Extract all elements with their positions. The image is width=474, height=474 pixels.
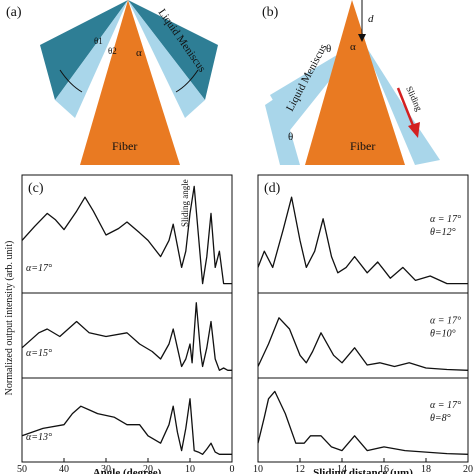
parameter-label: α=17° (26, 263, 52, 274)
plot-frame (21, 174, 233, 294)
angle-label: α (350, 41, 356, 53)
panel-label: (a) (6, 5, 22, 20)
arrow (175, 69, 199, 93)
parameter-label: θ=10° (430, 329, 456, 340)
meniscus-dark (128, 0, 218, 100)
meniscus-dark (40, 0, 128, 100)
diagram-a: (a) Liquid Meniscus Fiber θ1 θ2 α (6, 0, 218, 165)
plot-frame (257, 377, 469, 463)
meniscus-light (128, 0, 205, 118)
curve (21, 398, 232, 455)
x-tick-label: 16 (379, 464, 389, 474)
curve (257, 196, 468, 285)
sliding-arrow (396, 87, 416, 129)
parameter-label: θ=12° (430, 227, 456, 238)
curve (257, 317, 469, 371)
angle-label: θ (326, 43, 331, 55)
plot-frame (21, 377, 233, 463)
angle-label: θ2 (108, 46, 117, 56)
curve (21, 302, 232, 371)
angle-label: θ1 (94, 36, 103, 46)
x-tick-label: 12 (295, 464, 305, 474)
parameter-label: α = 17° (430, 214, 461, 225)
parameter-label: α = 17° (430, 400, 461, 411)
panel-label: (c) (28, 181, 44, 196)
meniscus-light (55, 0, 128, 118)
parameter-label: α = 17° (430, 316, 461, 327)
x-tick-label: 14 (337, 464, 347, 474)
parameter-label: θ=8° (430, 413, 451, 424)
x-axis-label: Angle (degree) (93, 467, 162, 474)
parameter-label: α=15° (26, 348, 52, 359)
angle-label: θ (288, 131, 293, 143)
x-tick-label: 10 (185, 464, 195, 474)
x-tick-label: 20 (143, 464, 153, 474)
fiber (305, 0, 405, 165)
curve (21, 185, 232, 285)
meniscus-light (362, 40, 440, 165)
angle-label: α (136, 47, 142, 59)
fiber-label: Fiber (112, 139, 137, 153)
x-tick-label: 50 (17, 464, 27, 474)
diagram-b: (b) d Liquid Meniscus θ α Sliding Fiber … (262, 0, 440, 165)
panel-label: (b) (262, 5, 279, 20)
x-tick-label: 40 (59, 464, 69, 474)
plot-frame (21, 292, 233, 379)
sliding-arrow-head (408, 122, 420, 138)
panel-label: (d) (264, 181, 281, 196)
fiber (80, 0, 180, 165)
fiber-label: Fiber (350, 139, 375, 153)
d-arrow-head (358, 34, 366, 42)
y-axis-label: Normalized output intensity (arb. unit) (4, 241, 15, 396)
x-tick-label: 0 (230, 464, 235, 474)
annotation: Sliding angle (180, 179, 190, 227)
x-tick-label: 30 (101, 464, 111, 474)
d-label: d (368, 13, 374, 25)
curve (257, 390, 469, 455)
x-tick-label: 18 (421, 464, 431, 474)
x-tick-label: 20 (463, 464, 473, 474)
x-tick-label: 10 (253, 464, 263, 474)
meniscus-light (265, 40, 362, 165)
arrow (59, 69, 83, 93)
parameter-label: α=13° (26, 432, 52, 443)
x-axis-label: Sliding distance (μm) (313, 467, 413, 474)
